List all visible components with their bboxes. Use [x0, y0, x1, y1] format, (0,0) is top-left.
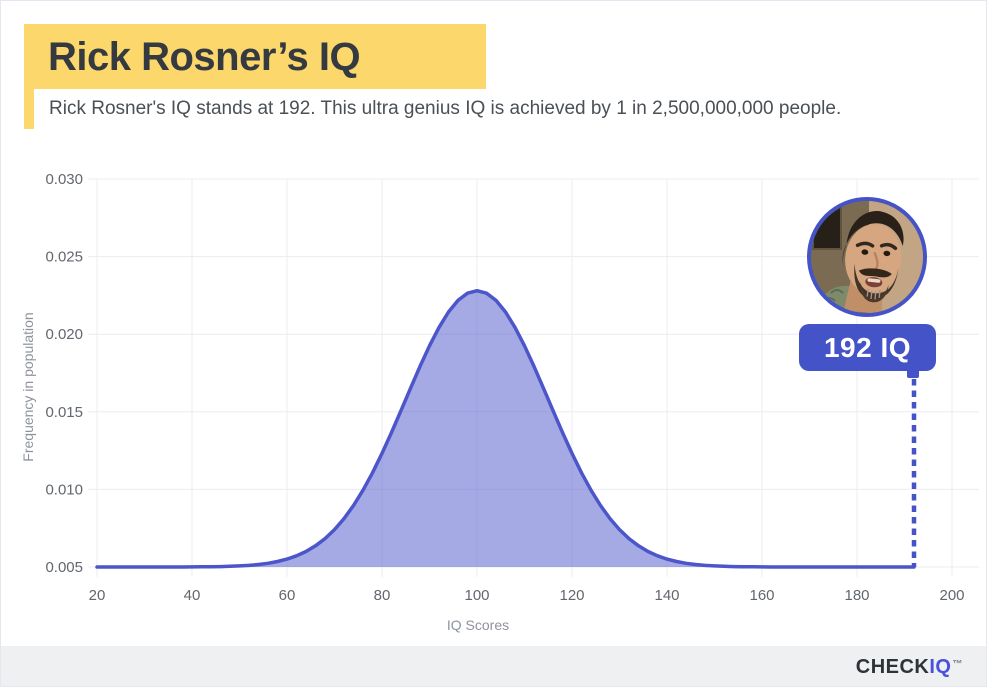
x-tick-label: 180	[844, 587, 869, 604]
footer: CHECKIQ™	[1, 646, 986, 686]
bell-curve-area	[97, 290, 914, 567]
x-tick-label: 60	[279, 587, 296, 604]
x-tick-label: 200	[939, 587, 964, 604]
x-tick-label: 120	[559, 587, 584, 604]
accent-bar	[24, 89, 34, 129]
x-tick-label: 160	[749, 587, 774, 604]
y-tick-label: 0.020	[45, 326, 83, 343]
rick-rosner-avatar	[807, 197, 927, 317]
logo-iq-text: IQ	[929, 656, 952, 678]
logo-check-text: CHECK	[855, 656, 930, 678]
page-title: Rick Rosner’s IQ	[48, 34, 361, 79]
rick-rosner-photo	[811, 201, 923, 313]
trademark-symbol: ™	[952, 659, 963, 670]
x-tick-label: 100	[464, 587, 489, 604]
subtitle-row: Rick Rosner's IQ stands at 192. This ult…	[24, 89, 841, 129]
y-tick-label: 0.015	[45, 404, 83, 421]
x-tick-label: 20	[89, 587, 106, 604]
title-highlight: Rick Rosner’s IQ	[24, 24, 486, 89]
y-tick-label: 0.030	[45, 171, 83, 188]
x-axis-title: IQ Scores	[446, 617, 510, 633]
x-tick-label: 140	[654, 587, 679, 604]
y-tick-label: 0.010	[45, 481, 83, 498]
y-tick-label: 0.005	[45, 559, 83, 576]
x-tick-label: 40	[184, 587, 201, 604]
y-tick-label: 0.025	[45, 249, 83, 266]
bell-curve-line	[95, 288, 916, 569]
checkiq-logo: CHECKIQ™	[856, 657, 963, 677]
x-tick-label: 80	[374, 587, 391, 604]
iq-badge: 192 IQ	[799, 324, 936, 378]
y-axis-title: Frequency in population	[20, 312, 36, 462]
iq-badge-label: 192 IQ	[823, 331, 912, 363]
subtitle: Rick Rosner's IQ stands at 192. This ult…	[49, 98, 842, 119]
